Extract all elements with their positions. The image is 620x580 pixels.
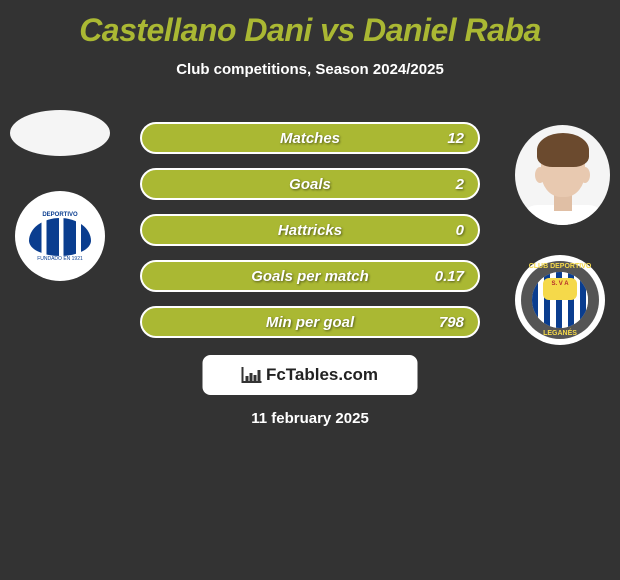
alaves-shield-icon [29, 218, 91, 256]
stat-value: 12 [447, 130, 464, 147]
stat-label: Min per goal [266, 314, 354, 331]
club-right-ring-top: CLUB DEPORTIVO [521, 263, 599, 270]
stat-value: 0 [456, 222, 464, 239]
stat-bar-goals: Goals 2 [140, 168, 480, 200]
subtitle: Club competitions, Season 2024/2025 [0, 61, 620, 78]
club-right-inner: S. V A [543, 278, 577, 300]
stat-label: Hattricks [278, 222, 342, 239]
stat-value: 2 [456, 176, 464, 193]
stats-container: Matches 12 Goals 2 Hattricks 0 Goals per… [140, 122, 480, 352]
footer-brand: FcTables.com [266, 365, 378, 385]
stat-bar-matches: Matches 12 [140, 122, 480, 154]
player-avatar-right [515, 125, 610, 225]
footer-badge: FcTables.com [203, 355, 418, 395]
date-label: 11 february 2025 [0, 410, 620, 427]
club-logo-right: CLUB DEPORTIVO S. V A LEGANÉS [515, 255, 605, 345]
stat-label: Goals per match [251, 268, 369, 285]
stat-label: Goals [289, 176, 331, 193]
page-title: Castellano Dani vs Daniel Raba [0, 0, 620, 49]
stat-value: 0.17 [435, 268, 464, 285]
stat-bar-min-per-goal: Min per goal 798 [140, 306, 480, 338]
player-avatar-left [10, 110, 110, 156]
club-right-ring-bottom: LEGANÉS [521, 330, 599, 337]
club-logo-left: DEPORTIVO FUNDADO EN 1921 [15, 191, 105, 281]
chart-icon [242, 367, 262, 383]
stat-bar-hattricks: Hattricks 0 [140, 214, 480, 246]
stat-label: Matches [280, 130, 340, 147]
stat-bar-goals-per-match: Goals per match 0.17 [140, 260, 480, 292]
stat-value: 798 [439, 314, 464, 331]
club-left-text-bottom: FUNDADO EN 1921 [37, 256, 83, 262]
right-avatars: CLUB DEPORTIVO S. V A LEGANÉS [515, 125, 610, 345]
left-avatars: DEPORTIVO FUNDADO EN 1921 [10, 110, 110, 281]
